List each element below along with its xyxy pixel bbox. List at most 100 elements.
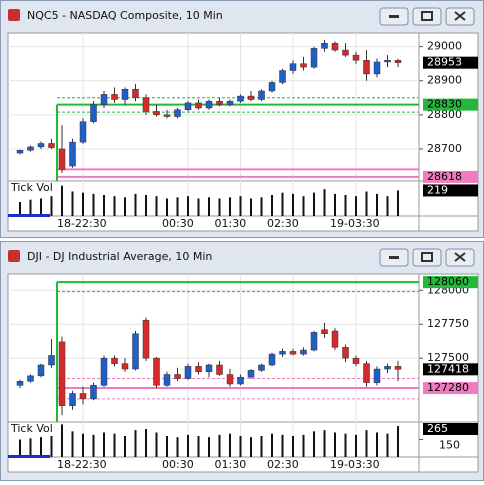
volume-bar xyxy=(176,197,179,216)
candle-body xyxy=(132,333,139,370)
candle-body xyxy=(268,353,276,366)
candle-body xyxy=(163,374,171,386)
candle-body xyxy=(111,357,118,364)
candle-body xyxy=(363,363,370,383)
candle-body xyxy=(237,376,244,385)
candle-body xyxy=(16,150,24,154)
volume-bar xyxy=(197,436,200,457)
price-box xyxy=(423,276,478,289)
volume-bar xyxy=(334,193,336,216)
volume-bar xyxy=(19,439,21,457)
candle-body xyxy=(37,143,45,148)
icon xyxy=(389,15,399,18)
volume-bar xyxy=(187,434,189,457)
volume-bar xyxy=(281,434,284,457)
icon xyxy=(454,252,466,262)
volume-bar xyxy=(292,436,294,457)
volume-bar xyxy=(260,197,263,216)
candle-body xyxy=(258,364,265,371)
volume-bar xyxy=(260,436,263,457)
candle-body xyxy=(310,48,318,68)
candle-body xyxy=(300,63,307,68)
plot-area xyxy=(7,32,479,232)
volume-bar xyxy=(271,195,273,216)
volume-bar xyxy=(187,196,189,216)
icon xyxy=(421,252,433,262)
candle-body xyxy=(352,357,360,364)
price-box xyxy=(423,382,478,395)
volume-box xyxy=(423,184,478,197)
candle-body xyxy=(226,100,234,105)
candle-body xyxy=(142,97,150,112)
volume-label: Tick Vol xyxy=(10,422,53,435)
window-icon xyxy=(8,250,20,262)
candle-body xyxy=(48,355,55,366)
volume-bar xyxy=(281,192,284,216)
volume-bar xyxy=(239,196,242,216)
volume-bar xyxy=(376,193,378,216)
last-price-label: 127418 xyxy=(427,362,469,375)
volume-bar xyxy=(103,432,105,457)
candle-body xyxy=(289,351,297,355)
candle-body xyxy=(16,381,24,386)
volume-bar xyxy=(92,193,95,216)
volume-bar xyxy=(61,424,63,457)
x-tick-label: 02:30 xyxy=(267,458,299,471)
window-max-button[interactable] xyxy=(412,7,442,26)
price-box xyxy=(423,170,478,183)
candle-body xyxy=(205,100,213,109)
x-tick-label: 01:30 xyxy=(215,458,247,471)
candle-body xyxy=(90,104,97,122)
candle-body xyxy=(289,63,297,71)
price-box-label: 28830 xyxy=(427,98,462,111)
last-price-box xyxy=(423,363,478,376)
volume-box-label: 265 xyxy=(427,422,448,435)
window-max-button[interactable] xyxy=(412,248,442,267)
volume-bar xyxy=(397,190,399,216)
volume-bar xyxy=(208,197,210,216)
candle-body xyxy=(331,330,339,348)
candle-body xyxy=(100,94,108,105)
volume-bar xyxy=(250,198,252,216)
x-tick-label: 18-22:30 xyxy=(57,458,107,471)
x-tick-label: 19-03:30 xyxy=(330,217,380,230)
volume-bar xyxy=(82,433,84,457)
candle-body xyxy=(184,366,192,379)
candle-body xyxy=(279,70,286,83)
volume-bar xyxy=(124,197,126,216)
volume-bar xyxy=(50,436,53,457)
volume-bar xyxy=(229,433,231,457)
candle-body xyxy=(352,54,360,61)
volume-bar xyxy=(113,196,116,216)
volume-box xyxy=(423,423,478,435)
candle-body xyxy=(384,366,391,370)
volume-bar xyxy=(166,436,168,457)
volume-bar xyxy=(82,192,84,216)
volume-bar xyxy=(386,433,389,457)
candle-body xyxy=(384,60,391,63)
volume-bar xyxy=(29,438,32,457)
icon xyxy=(421,11,433,21)
volume-bar xyxy=(218,198,221,216)
session-marker xyxy=(8,214,50,217)
candle-body xyxy=(216,364,223,375)
candle-body xyxy=(174,374,181,379)
volume-bar xyxy=(323,189,326,216)
volume-bar xyxy=(40,198,42,216)
volume-bar xyxy=(19,202,21,216)
volume-bar xyxy=(334,432,336,457)
candle-body xyxy=(331,42,339,51)
window-title: DJI - DJ Industrial Average, 10 Min xyxy=(27,250,212,263)
x-tick-label: 18-22:30 xyxy=(57,217,107,230)
volume-bar xyxy=(29,199,32,216)
candle-body xyxy=(310,332,318,351)
price-box-label: 127280 xyxy=(427,381,469,394)
candle-body xyxy=(268,82,276,92)
candle-body xyxy=(226,374,234,385)
volume-bar xyxy=(166,198,168,216)
volume-bar xyxy=(344,433,347,457)
volume-bar xyxy=(155,432,158,457)
volume-bar xyxy=(61,185,63,216)
x-tick-label: 02:30 xyxy=(267,217,299,230)
volume-bar xyxy=(313,431,315,457)
